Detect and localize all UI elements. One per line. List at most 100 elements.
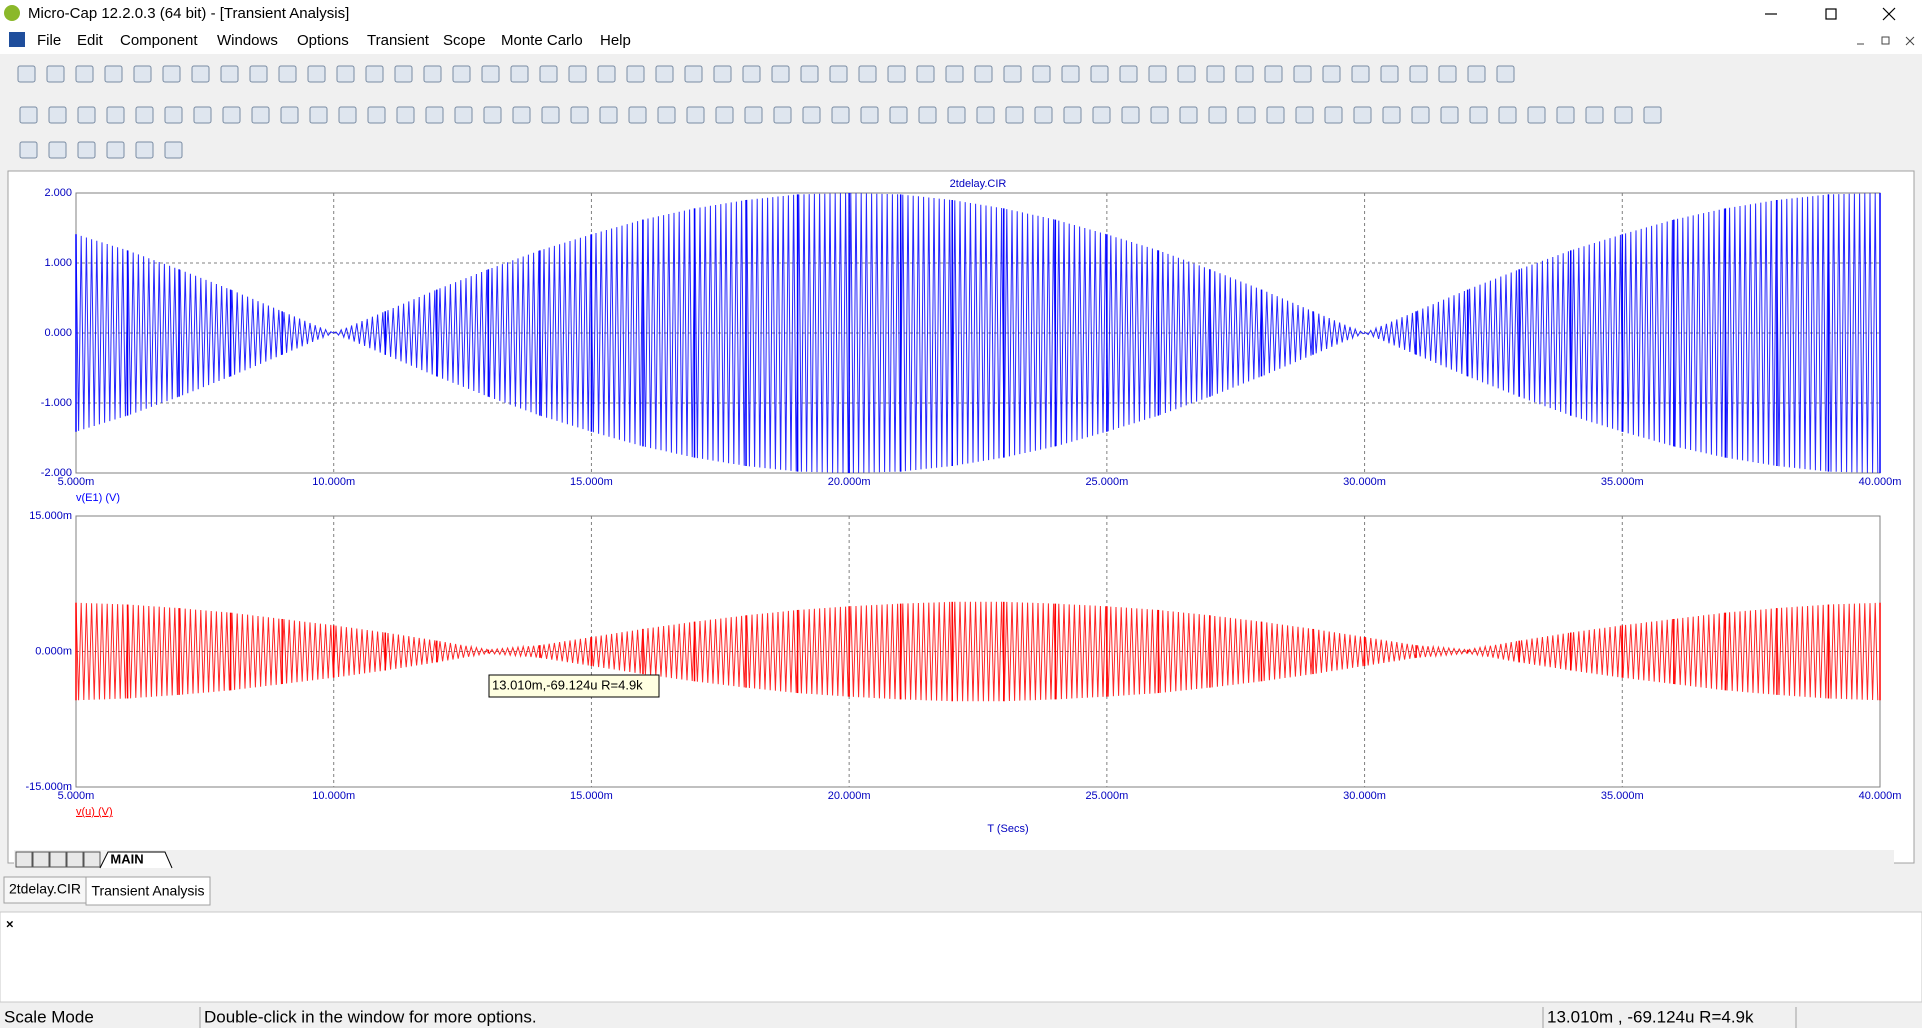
toolbar-button[interactable]	[1469, 106, 1488, 124]
toolbar-button[interactable]	[1322, 65, 1341, 83]
menu-item[interactable]: Component	[120, 32, 198, 49]
toolbar-button[interactable]	[976, 106, 995, 124]
toolbar-button[interactable]	[164, 141, 183, 159]
toolbar-button[interactable]	[655, 65, 674, 83]
toolbar-button[interactable]	[1409, 65, 1428, 83]
toolbar-button[interactable]	[829, 65, 848, 83]
mdi-controls[interactable]	[1857, 36, 1915, 46]
toolbar-button[interactable]	[1121, 106, 1140, 124]
toolbar-button[interactable]	[394, 65, 413, 83]
toolbar-button[interactable]	[48, 141, 67, 159]
menu-item[interactable]: Scope	[443, 32, 486, 49]
toolbar-button[interactable]	[1177, 65, 1196, 83]
tab-nav[interactable]	[15, 851, 101, 868]
toolbar-button[interactable]	[1382, 106, 1401, 124]
toolbar-button[interactable]	[365, 65, 384, 83]
toolbar-button[interactable]	[1090, 65, 1109, 83]
toolbar-button[interactable]	[831, 106, 850, 124]
toolbar-button[interactable]	[512, 106, 531, 124]
toolbar-button[interactable]	[1179, 106, 1198, 124]
toolbar-button[interactable]	[75, 65, 94, 83]
toolbar-button[interactable]	[800, 65, 819, 83]
toolbar-button[interactable]	[1295, 106, 1314, 124]
doc-tab-label[interactable]: 2tdelay.CIR	[9, 881, 81, 897]
toolbar-button[interactable]	[1061, 65, 1080, 83]
toolbar-button[interactable]	[1003, 65, 1022, 83]
toolbar-button[interactable]	[452, 65, 471, 83]
toolbar-button[interactable]	[338, 106, 357, 124]
toolbar-button[interactable]	[1585, 106, 1604, 124]
toolbar-button[interactable]	[249, 65, 268, 83]
toolbar-button[interactable]	[1353, 106, 1372, 124]
toolbar-button[interactable]	[19, 141, 38, 159]
page-tab[interactable]	[99, 851, 173, 869]
toolbar-button[interactable]	[423, 65, 442, 83]
toolbar-button[interactable]	[771, 65, 790, 83]
toolbar-button[interactable]	[309, 106, 328, 124]
toolbar-button[interactable]	[222, 106, 241, 124]
toolbar-button[interactable]	[626, 65, 645, 83]
close-pane[interactable]: ×	[6, 916, 14, 931]
toolbar-button[interactable]	[425, 106, 444, 124]
toolbar-button[interactable]	[1148, 65, 1167, 83]
toolbar-button[interactable]	[1235, 65, 1254, 83]
toolbar-button[interactable]	[162, 65, 181, 83]
toolbar-button[interactable]	[193, 106, 212, 124]
toolbar-button[interactable]	[1440, 106, 1459, 124]
toolbar-button[interactable]	[1527, 106, 1546, 124]
toolbar-button[interactable]	[135, 141, 154, 159]
toolbar-button[interactable]	[541, 106, 560, 124]
doc-tab-active[interactable]	[85, 876, 211, 906]
toolbar-button[interactable]	[568, 65, 587, 83]
toolbar-button[interactable]	[570, 106, 589, 124]
menu-item[interactable]: Edit	[77, 32, 104, 49]
doc-tab-label[interactable]: Transient Analysis	[91, 883, 204, 899]
toolbar-button[interactable]	[599, 106, 618, 124]
toolbar-button[interactable]	[77, 106, 96, 124]
toolbar-button[interactable]	[945, 65, 964, 83]
toolbar-button[interactable]	[481, 65, 500, 83]
toolbar-button[interactable]	[1266, 106, 1285, 124]
toolbar-button[interactable]	[1206, 65, 1225, 83]
toolbar-button[interactable]	[48, 106, 67, 124]
toolbar-button[interactable]	[336, 65, 355, 83]
toolbar-button[interactable]	[657, 106, 676, 124]
toolbar-button[interactable]	[17, 65, 36, 83]
toolbar-button[interactable]	[135, 106, 154, 124]
toolbar-button[interactable]	[1643, 106, 1662, 124]
toolbar-button[interactable]	[1556, 106, 1575, 124]
menu-item[interactable]: Monte Carlo	[501, 32, 583, 49]
doc-tab[interactable]	[3, 876, 87, 904]
toolbar-button[interactable]	[46, 65, 65, 83]
toolbar-button[interactable]	[280, 106, 299, 124]
toolbar-button[interactable]	[713, 65, 732, 83]
toolbar-button[interactable]	[1092, 106, 1111, 124]
toolbar-button[interactable]	[220, 65, 239, 83]
toolbar-button[interactable]	[1496, 65, 1515, 83]
toolbar-button[interactable]	[539, 65, 558, 83]
toolbar-button[interactable]	[1614, 106, 1633, 124]
toolbar-button[interactable]	[164, 106, 183, 124]
toolbar-button[interactable]	[742, 65, 761, 83]
menu-item[interactable]: Help	[600, 32, 631, 49]
toolbar-button[interactable]	[133, 65, 152, 83]
toolbar-button[interactable]	[104, 65, 123, 83]
menu-item[interactable]: Windows	[217, 32, 278, 49]
toolbar-button[interactable]	[1150, 106, 1169, 124]
toolbar-button[interactable]	[715, 106, 734, 124]
toolbar-button[interactable]	[19, 106, 38, 124]
toolbar-button[interactable]	[106, 106, 125, 124]
toolbar-button[interactable]	[1119, 65, 1138, 83]
toolbar-button[interactable]	[802, 106, 821, 124]
toolbar-button[interactable]	[860, 106, 879, 124]
toolbar-button[interactable]	[191, 65, 210, 83]
toolbar-button[interactable]	[1208, 106, 1227, 124]
toolbar-button[interactable]	[1380, 65, 1399, 83]
toolbar-button[interactable]	[1032, 65, 1051, 83]
toolbar-button[interactable]	[628, 106, 647, 124]
toolbar-button[interactable]	[858, 65, 877, 83]
toolbar-button[interactable]	[1324, 106, 1343, 124]
toolbar-button[interactable]	[686, 106, 705, 124]
toolbar-button[interactable]	[1293, 65, 1312, 83]
menu-item[interactable]: Options	[297, 32, 349, 49]
